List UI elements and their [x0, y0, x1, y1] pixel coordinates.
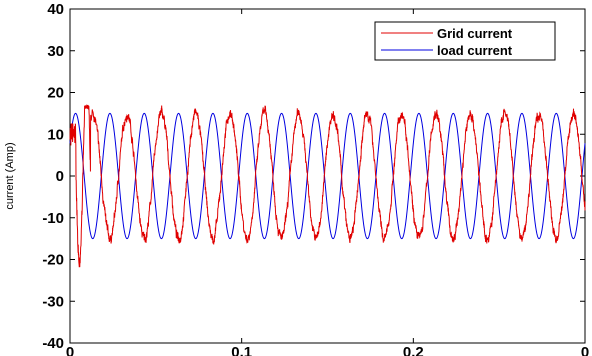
series-line-load-current — [69, 112, 586, 240]
x-tick-label: 0.2 — [403, 344, 424, 356]
legend-label-load-current: load current — [437, 43, 513, 58]
plot-area — [69, 8, 586, 344]
x-tick-label: 0 — [581, 344, 589, 356]
plot-frame — [69, 8, 586, 344]
legend-box — [374, 21, 556, 61]
y-tick-label: 10 — [47, 126, 64, 143]
axis-ticks — [69, 8, 586, 344]
y-tick-label: -30 — [42, 293, 64, 310]
x-tick-label: 0 — [66, 344, 74, 356]
y-tick-label: -40 — [42, 335, 64, 352]
y-axis-title: current (Amp) — [4, 142, 16, 209]
legend: Grid current load current — [374, 21, 556, 61]
x-tick-label: 0.1 — [231, 344, 252, 356]
series-lines — [69, 103, 586, 268]
y-tick-label: -20 — [42, 252, 64, 269]
legend-label-grid-current: Grid current — [437, 26, 513, 41]
y-tick-label: 0 — [56, 168, 64, 185]
y-tick-label: 20 — [47, 85, 64, 102]
y-tick-label: -10 — [42, 210, 64, 227]
y-tick-label: 40 — [47, 1, 64, 18]
y-tick-label: 30 — [47, 43, 64, 60]
series-line-grid-current — [69, 103, 586, 268]
tick-labels: -40 -30 -20 -10 0 10 20 30 40 0 0.1 0.2 0 — [42, 1, 589, 356]
